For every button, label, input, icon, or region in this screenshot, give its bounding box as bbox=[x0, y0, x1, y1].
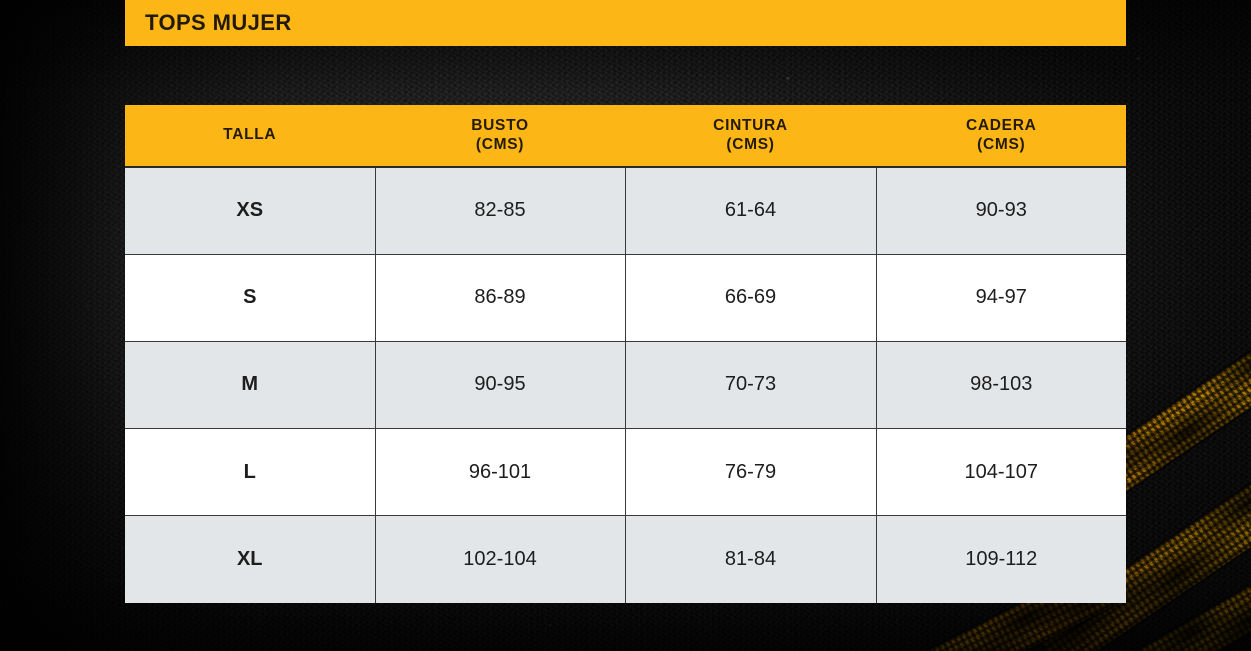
column-header-talla: TALLA bbox=[125, 105, 376, 168]
column-header-cintura-name: CINTURA bbox=[713, 116, 788, 134]
column-header-cintura: CINTURA (CMS) bbox=[625, 105, 877, 168]
table-cell-cadera: 109-112 bbox=[876, 515, 1126, 603]
table-row: XS 82-85 61-64 90-93 bbox=[125, 167, 1126, 255]
column-header-talla-name: TALLA bbox=[223, 126, 277, 144]
table-cell-talla: M bbox=[125, 341, 376, 430]
table-cell-talla: L bbox=[125, 428, 376, 517]
title-banner: TOPS MUJER bbox=[125, 0, 1126, 46]
table-row: S 86-89 66-69 94-97 bbox=[125, 254, 1126, 342]
table-cell-busto: 90-95 bbox=[375, 341, 626, 430]
table-cell-cintura: 70-73 bbox=[625, 341, 877, 430]
column-header-busto: BUSTO (CMS) bbox=[375, 105, 626, 168]
table-header: TALLA BUSTO (CMS) CINTURA (CMS) CADERA (… bbox=[125, 105, 1126, 168]
page-title: TOPS MUJER bbox=[145, 10, 292, 35]
table-body: XS 82-85 61-64 90-93 S 86-89 66-69 94-97 M 90-95 7… bbox=[125, 167, 1126, 603]
table-cell-busto: 102-104 bbox=[375, 515, 626, 603]
table-row: M 90-95 70-73 98-103 bbox=[125, 341, 1126, 430]
table-cell-cadera: 94-97 bbox=[876, 254, 1126, 342]
column-header-cadera-unit: (CMS) bbox=[977, 135, 1026, 153]
table-cell-busto: 82-85 bbox=[375, 167, 626, 255]
table-cell-cadera: 104-107 bbox=[876, 428, 1126, 517]
table-cell-busto: 86-89 bbox=[375, 254, 626, 342]
table-header-row: TALLA BUSTO (CMS) CINTURA (CMS) CADERA (… bbox=[125, 105, 1126, 168]
table-cell-cadera: 90-93 bbox=[876, 167, 1126, 255]
table-cell-busto: 96-101 bbox=[375, 428, 626, 517]
table-cell-cintura: 81-84 bbox=[625, 515, 877, 603]
table-cell-talla: S bbox=[125, 254, 376, 342]
table-cell-cadera: 98-103 bbox=[876, 341, 1126, 430]
table-cell-talla: XL bbox=[125, 515, 376, 603]
table-cell-cintura: 61-64 bbox=[625, 167, 877, 255]
column-header-busto-unit: (CMS) bbox=[475, 135, 525, 153]
table-row: L 96-101 76-79 104-107 bbox=[125, 428, 1126, 517]
size-chart-table: TALLA BUSTO (CMS) CINTURA (CMS) CADERA (… bbox=[125, 105, 1126, 603]
column-header-cadera: CADERA (CMS) bbox=[876, 105, 1126, 168]
column-header-cadera-name: CADERA bbox=[965, 116, 1037, 134]
table-cell-cintura: 76-79 bbox=[625, 428, 877, 517]
table-row: XL 102-104 81-84 109-112 bbox=[125, 515, 1126, 603]
column-header-cintura-unit: (CMS) bbox=[726, 135, 775, 153]
table-cell-talla: XS bbox=[125, 167, 376, 255]
table-cell-cintura: 66-69 bbox=[625, 254, 877, 342]
column-header-busto-name: BUSTO bbox=[471, 116, 529, 134]
